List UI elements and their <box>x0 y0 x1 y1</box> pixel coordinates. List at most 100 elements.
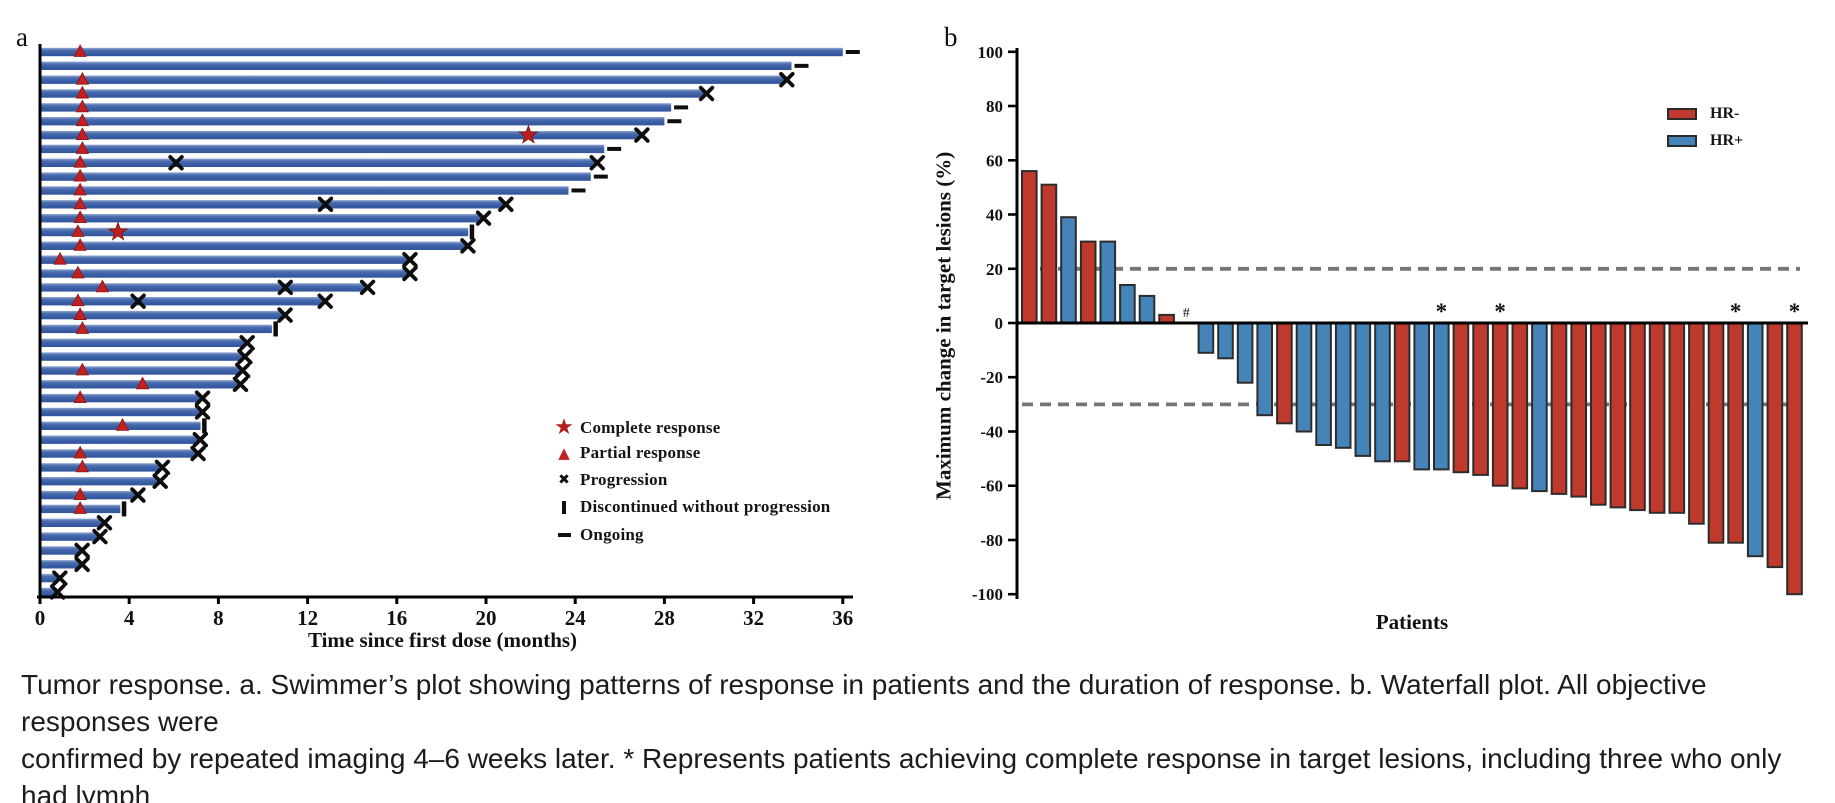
progression-icon <box>190 445 206 462</box>
progression-icon <box>194 390 211 406</box>
swimmer-row <box>41 251 418 268</box>
partial-response-icon <box>73 154 87 168</box>
x-tick-label: 4 <box>124 606 135 630</box>
swimmer-row <box>41 459 171 476</box>
partial-response-icon <box>73 445 87 459</box>
swimmer-row <box>41 237 476 254</box>
swimmer-row <box>41 210 492 226</box>
waterfall-bar <box>1688 322 1705 525</box>
swimmer-bar <box>41 241 466 250</box>
swimmer-row <box>41 431 209 448</box>
complete-response-icon <box>107 221 129 241</box>
y-tick-label: -60 <box>980 477 1003 496</box>
waterfall-bar <box>1021 170 1038 324</box>
swimmer-row <box>41 501 127 517</box>
partial-response-icon <box>135 376 150 390</box>
swimmer-bar <box>41 407 201 417</box>
waterfall-bar <box>1786 322 1803 596</box>
swimmer-bar <box>41 449 197 458</box>
complete-response-asterisk: * <box>1436 299 1448 324</box>
partial-response-icon <box>115 417 130 431</box>
progression-icon <box>460 238 476 254</box>
swimmer-bar <box>41 393 201 403</box>
ongoing-icon <box>607 146 622 151</box>
waterfall-bar <box>1648 322 1666 514</box>
partial-response-icon <box>73 196 87 210</box>
waterfall-bar <box>1727 322 1744 544</box>
complete-response-icon <box>518 124 539 144</box>
waterfall-bar <box>1276 322 1293 425</box>
waterfall-bar <box>1138 294 1156 324</box>
partial-response-icon <box>75 127 90 140</box>
ongoing-icon <box>667 119 682 124</box>
swimmer-bar <box>41 518 103 527</box>
progression-icon <box>239 335 255 351</box>
partial-response-icon <box>73 390 87 404</box>
y-tick-label: 60 <box>986 151 1003 170</box>
waterfall-bar <box>1609 322 1627 509</box>
swimmer-bar <box>41 310 284 320</box>
swimmer-row <box>41 335 255 351</box>
swimmer-row <box>41 293 333 309</box>
y-tick-label: 0 <box>995 314 1004 333</box>
legend-item-hr-positive: HR+ <box>1667 131 1743 151</box>
progression-icon <box>192 431 209 448</box>
waterfall-bar <box>1668 322 1686 514</box>
progression-icon <box>130 487 146 503</box>
legend-label: HR- <box>1710 105 1740 122</box>
progression-icon <box>74 556 90 573</box>
progression-icon <box>277 307 293 323</box>
legend-item-partial-response: ▲ Partial response <box>548 441 700 465</box>
swimmer-bar <box>41 172 591 181</box>
panel-b-y-axis-title: Maximum change in target lesions (%) <box>931 151 956 501</box>
legend-label: Progression <box>580 470 668 489</box>
waterfall-bar <box>1746 322 1764 558</box>
swimmer-row <box>41 71 795 88</box>
waterfall-bar <box>1550 322 1568 495</box>
y-tick-label: -40 <box>980 423 1003 442</box>
no-change-hash-marker: # <box>1183 306 1190 321</box>
swimmer-row <box>41 515 113 531</box>
swimmer-bar <box>41 324 272 334</box>
swimmer-bar <box>41 366 241 375</box>
progression-icon <box>92 528 108 545</box>
progression-icon <box>277 279 294 296</box>
legend-label: HR+ <box>1710 132 1744 149</box>
swimmer-row <box>41 182 586 196</box>
swimmer-row <box>41 168 608 182</box>
waterfall-bar <box>1707 322 1725 544</box>
swimmer-bar <box>41 435 199 444</box>
discontinued-icon <box>273 321 278 337</box>
partial-response-icon <box>53 251 67 265</box>
swimmer-row <box>41 528 108 545</box>
legend-symbol-cell: ✖ <box>548 473 580 487</box>
x-tick-label: 12 <box>297 606 318 630</box>
panel-b-x-axis-title: Patients <box>1375 610 1449 634</box>
partial-response-icon <box>75 71 90 85</box>
y-tick-label: -80 <box>980 531 1003 550</box>
swimmer-bar <box>41 75 785 84</box>
legend-item-ongoing: Ongoing <box>548 523 644 547</box>
ongoing-icon <box>674 105 689 110</box>
y-tick-label: 100 <box>978 43 1004 62</box>
progression-icon <box>74 542 90 559</box>
progression-icon <box>317 293 333 309</box>
swimmer-row <box>41 473 168 489</box>
swimmer-row <box>41 404 211 420</box>
x-tick-label: 36 <box>832 606 853 630</box>
swimmer-bar <box>41 103 672 112</box>
progression-icon <box>402 251 418 268</box>
swimmer-bar <box>41 297 324 306</box>
discontinued-icon <box>121 501 127 517</box>
swimmer-bar <box>41 477 159 486</box>
swimmer-bar <box>41 463 161 472</box>
swimmer-row <box>41 376 249 393</box>
caption-line: Tumor response. a. Swimmer’s plot showin… <box>21 669 1707 737</box>
progression-icon <box>96 515 113 531</box>
figure-canvas: 0 4 8 12 16 20 24 28 32 36 # * * * * 100 80 60 40 20 0 -20 -40… <box>35 43 1808 630</box>
partial-response-icon <box>73 487 87 500</box>
progression-icon <box>475 210 492 226</box>
progression-icon <box>359 279 376 296</box>
swimmer-bar <box>41 573 58 583</box>
ongoing-icon <box>593 174 608 179</box>
